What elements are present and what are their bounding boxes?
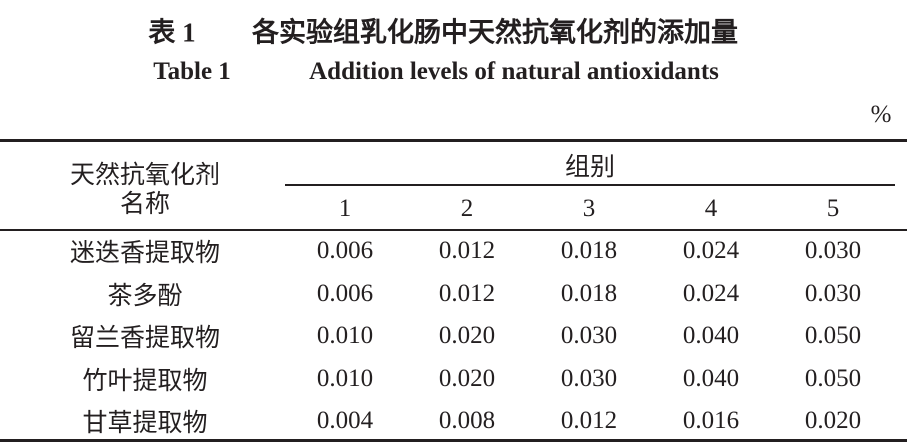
cell-value: 0.020 — [804, 407, 862, 434]
row-header: 名称 — [119, 191, 171, 218]
row-label: 竹叶提取物 — [82, 367, 208, 395]
cell-value: 0.018 — [560, 279, 618, 307]
column-header: 2 — [460, 195, 474, 222]
bottom-rule — [0, 439, 907, 442]
cell-value: 0.040 — [682, 322, 740, 349]
cell-value: 0.008 — [438, 407, 496, 434]
cell-value: 0.024 — [682, 279, 740, 307]
row-label: 迷迭香提取物 — [69, 240, 221, 267]
cell-value: 0.018 — [560, 237, 618, 264]
cell-value: 0.012 — [438, 279, 496, 307]
title-en-label: Table 1 — [153, 58, 231, 85]
cell-value: 0.020 — [438, 364, 496, 392]
cell-value: 0.010 — [316, 364, 374, 392]
column-header: 4 — [704, 195, 718, 222]
cell-value: 0.040 — [682, 364, 740, 392]
title-cn-text: 各实验组乳化肠中天然抗氧化剂的添加量 — [252, 17, 738, 48]
column-header: 3 — [582, 195, 596, 222]
top-rule — [0, 139, 907, 142]
header-rule — [0, 229, 907, 231]
cell-value: 0.010 — [316, 322, 374, 349]
row-label: 茶多酚 — [107, 282, 183, 310]
title-cn-label: 表 1 — [148, 17, 196, 48]
cell-value: 0.030 — [804, 279, 862, 307]
cell-value: 0.050 — [804, 322, 862, 349]
column-header: 5 — [826, 195, 840, 222]
cell-value: 0.030 — [560, 322, 618, 349]
cell-value: 0.020 — [438, 322, 496, 349]
cell-value: 0.030 — [560, 364, 618, 392]
cell-value: 0.004 — [316, 407, 374, 434]
unit: % — [870, 101, 892, 128]
group-header: 组别 — [564, 154, 616, 181]
cell-value: 0.016 — [682, 407, 740, 434]
cell-value: 0.006 — [316, 279, 374, 307]
cell-value: 0.012 — [560, 407, 618, 434]
row-label: 甘草提取物 — [82, 410, 208, 437]
column-header: 1 — [338, 195, 352, 222]
row-header: 天然抗氧化剂 — [69, 162, 221, 189]
title-en-text: Addition levels of natural antioxidants — [309, 58, 719, 85]
cell-value: 0.030 — [804, 237, 862, 264]
group-rule — [285, 184, 895, 186]
row-label: 留兰香提取物 — [69, 325, 221, 352]
cell-value: 0.012 — [438, 237, 496, 264]
cell-value: 0.024 — [682, 237, 740, 264]
cell-value: 0.006 — [316, 237, 374, 264]
cell-value: 0.050 — [804, 364, 862, 392]
